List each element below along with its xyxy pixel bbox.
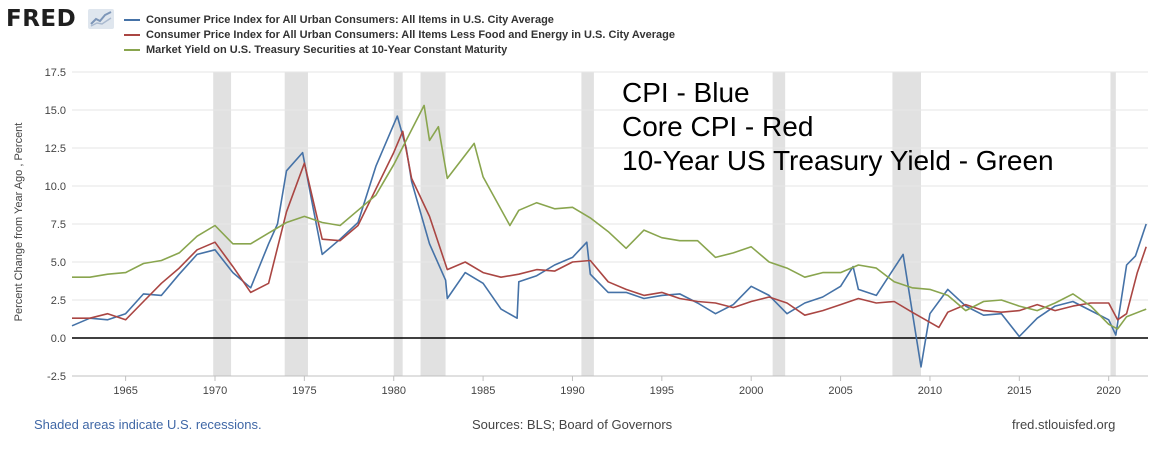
y-tick-label: 15.0 xyxy=(45,105,66,117)
x-tick-label: 2015 xyxy=(1007,385,1031,397)
recession-note: Shaded areas indicate U.S. recessions. xyxy=(34,417,262,432)
y-tick-label: 10.0 xyxy=(45,181,66,193)
x-tick-label: 1985 xyxy=(471,385,495,397)
legend-item-cpi[interactable]: Consumer Price Index for All Urban Consu… xyxy=(124,12,675,27)
legend-label-core-cpi: Consumer Price Index for All Urban Consu… xyxy=(146,28,675,41)
y-tick-label: 2.5 xyxy=(51,295,66,307)
x-tick-label: 1980 xyxy=(381,385,405,397)
legend-swatch-cpi xyxy=(124,18,140,21)
annotation-treasury: 10-Year US Treasury Yield - Green xyxy=(622,145,1054,176)
y-tick-label: 12.5 xyxy=(45,143,66,155)
grid-lines xyxy=(72,71,1148,339)
x-tick-label: 2000 xyxy=(739,385,763,397)
y-tick-label: 0.0 xyxy=(51,333,66,345)
annotation-core-cpi: Core CPI - Red xyxy=(622,111,814,142)
y-tick-label: 17.5 xyxy=(45,67,66,79)
y-tick-label: 7.5 xyxy=(51,219,66,231)
source-link[interactable]: fred.stlouisfed.org xyxy=(1012,417,1116,432)
x-tick-label: 2005 xyxy=(828,385,852,397)
series-line-cpi xyxy=(71,115,1147,368)
x-tick-label: 1965 xyxy=(113,385,137,397)
line-chart-icon xyxy=(88,9,114,29)
x-tick-label: 1990 xyxy=(560,385,584,397)
x-tick-label: 1970 xyxy=(203,385,227,397)
series-line-core-cpi xyxy=(72,130,1147,329)
series-line-10y-yield xyxy=(72,104,1147,330)
x-tick-label: 2020 xyxy=(1096,385,1120,397)
annotation-cpi: CPI - Blue xyxy=(622,77,750,108)
legend-label-cpi: Consumer Price Index for All Urban Consu… xyxy=(146,13,554,26)
legend-label-10y-yield: Market Yield on U.S. Treasury Securities… xyxy=(146,43,508,56)
x-tick-label: 1975 xyxy=(292,385,316,397)
y-axis-label: Percent Change from Year Ago , Percent xyxy=(13,123,25,322)
axes: -2.5 0.0 2.5 5.0 7.5 10.0 12.5 15.0 17.5 1965 1970… xyxy=(45,67,1148,397)
legend-swatch-core-cpi xyxy=(124,33,140,36)
x-tick-label: 2010 xyxy=(918,385,942,397)
sources-note: Sources: BLS; Board of Governors xyxy=(472,417,673,432)
annotation-block: CPI - Blue Core CPI - Red 10-Year US Tre… xyxy=(622,76,1054,178)
legend-item-10y-yield[interactable]: Market Yield on U.S. Treasury Securities… xyxy=(124,42,675,57)
y-tick-label: -2.5 xyxy=(47,371,66,383)
series-lines xyxy=(71,104,1147,368)
legend-swatch-10y-yield xyxy=(124,48,140,51)
chart-legend: Consumer Price Index for All Urban Consu… xyxy=(124,12,675,57)
x-tick-label: 1995 xyxy=(650,385,674,397)
fred-logo[interactable]: FRED xyxy=(6,6,77,32)
y-tick-label: 5.0 xyxy=(51,257,66,269)
legend-item-core-cpi[interactable]: Consumer Price Index for All Urban Consu… xyxy=(124,27,675,42)
